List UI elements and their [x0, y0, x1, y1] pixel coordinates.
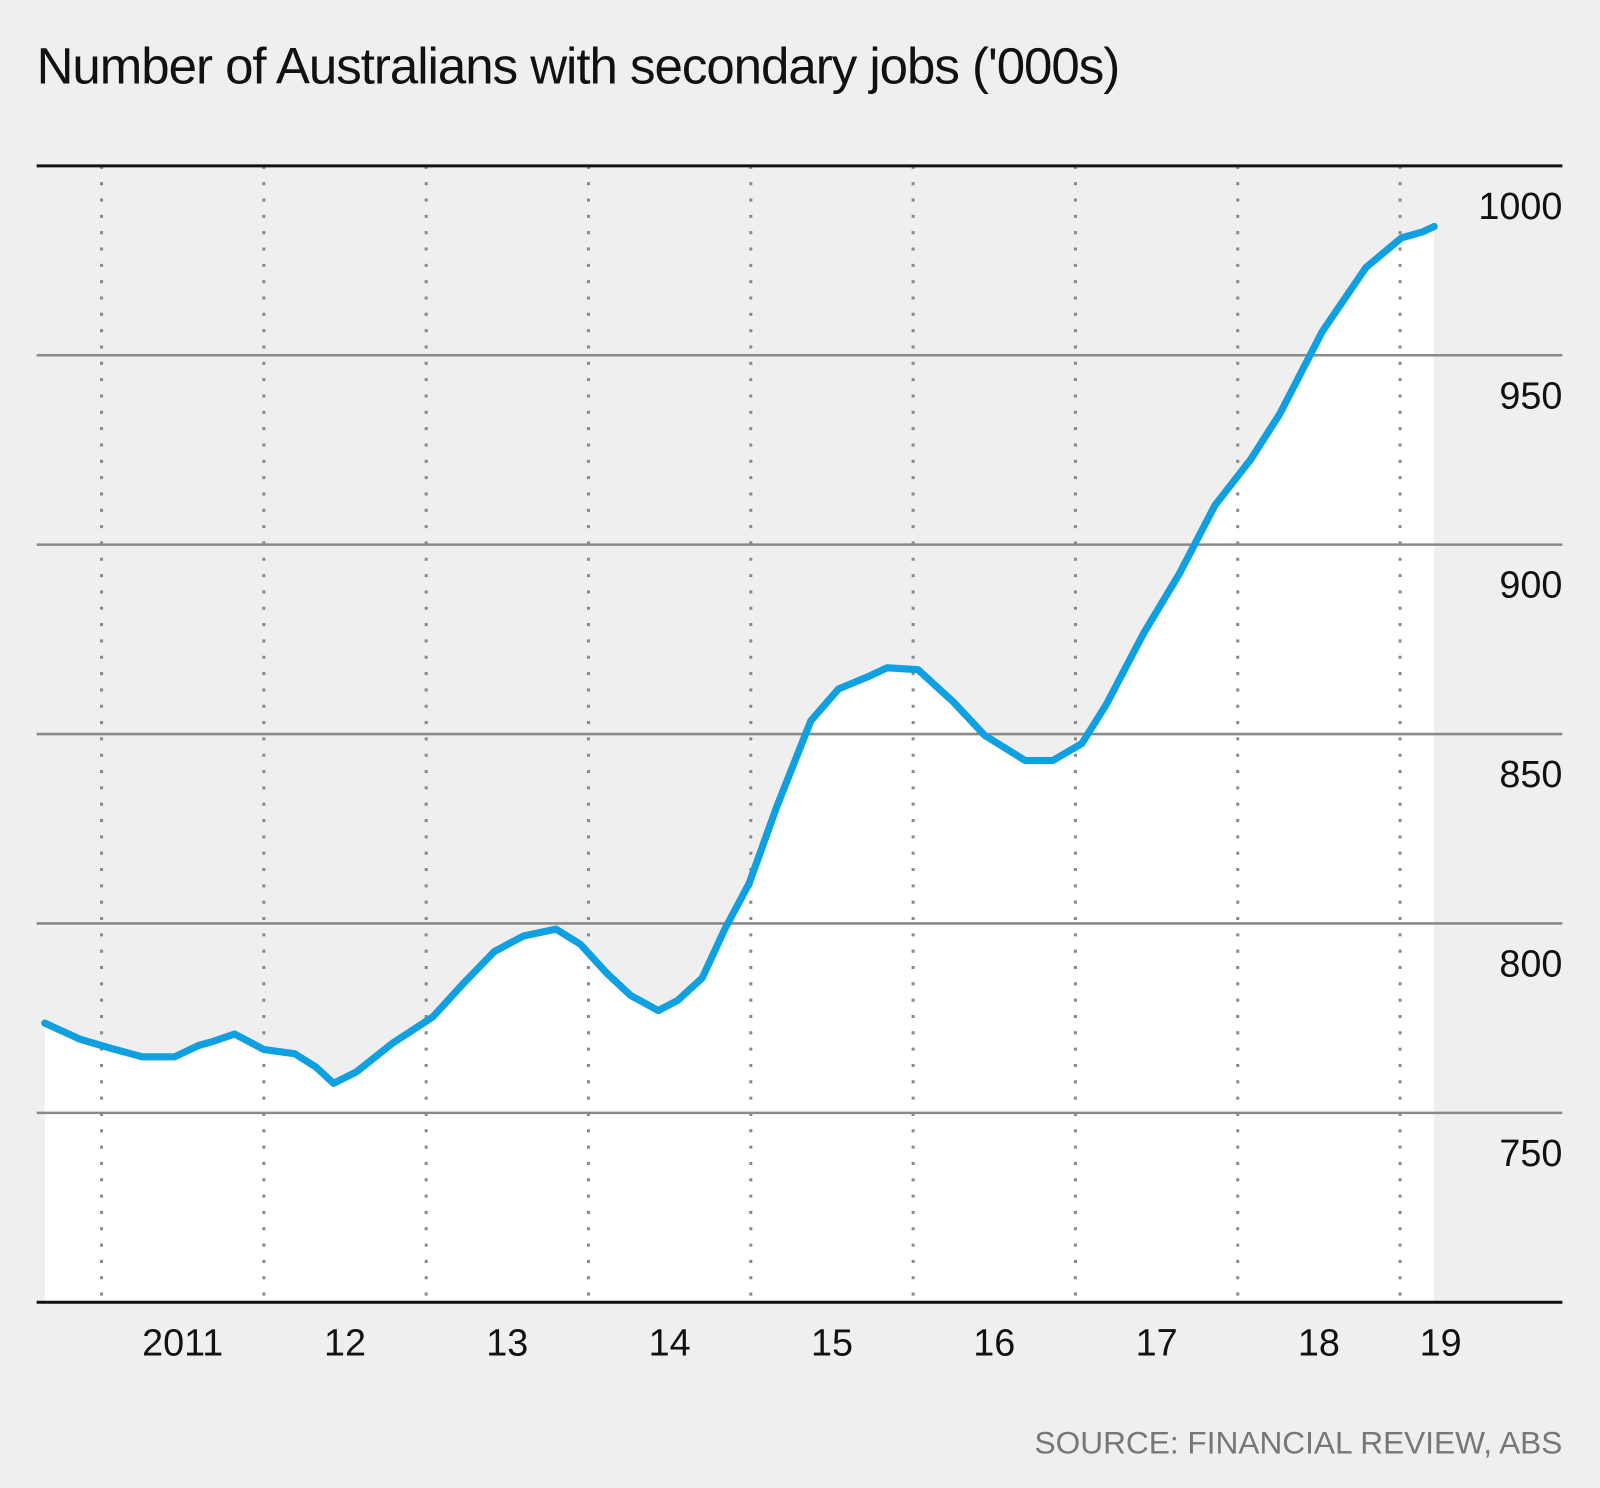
y-tick-label: 1000	[1478, 186, 1562, 228]
y-tick-label: 850	[1499, 754, 1562, 796]
y-tick-label: 750	[1499, 1133, 1562, 1175]
y-tick-label: 900	[1499, 565, 1562, 607]
x-tick-label: 16	[973, 1322, 1015, 1364]
chart-title: Number of Australians with secondary job…	[37, 38, 1120, 95]
y-tick-label: 800	[1499, 944, 1562, 986]
x-tick-label: 13	[486, 1322, 528, 1364]
x-tick-label: 12	[324, 1322, 366, 1364]
data-line	[41, 222, 1438, 1087]
x-tick-label: 2011	[142, 1322, 223, 1364]
x-tick-label: 15	[811, 1322, 853, 1364]
area-fill	[44, 226, 1435, 1303]
source-note: SOURCE: FINANCIAL REVIEW, ABS	[1035, 1424, 1563, 1460]
x-tick-label: 17	[1136, 1322, 1178, 1364]
y-tick-label: 950	[1499, 375, 1562, 417]
x-tick-label: 14	[649, 1322, 691, 1364]
x-tick-label: 18	[1298, 1322, 1340, 1364]
x-tick-label: 19	[1420, 1322, 1462, 1364]
